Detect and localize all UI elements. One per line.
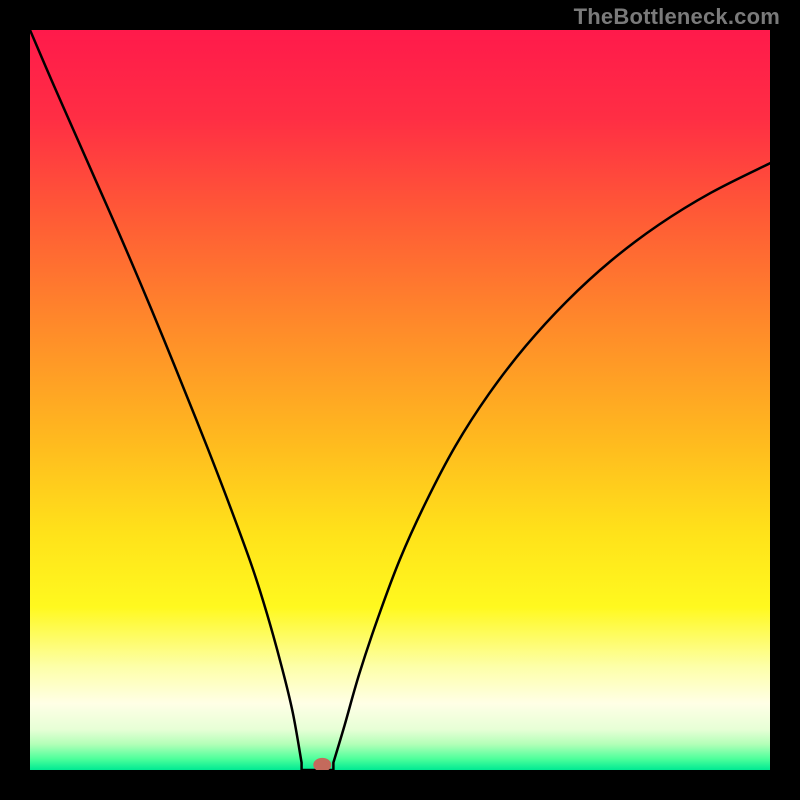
plot-svg <box>30 30 770 770</box>
gradient-background <box>30 30 770 770</box>
watermark-label: TheBottleneck.com <box>574 4 780 30</box>
chart-frame: TheBottleneck.com <box>0 0 800 800</box>
plot-area <box>30 30 770 770</box>
